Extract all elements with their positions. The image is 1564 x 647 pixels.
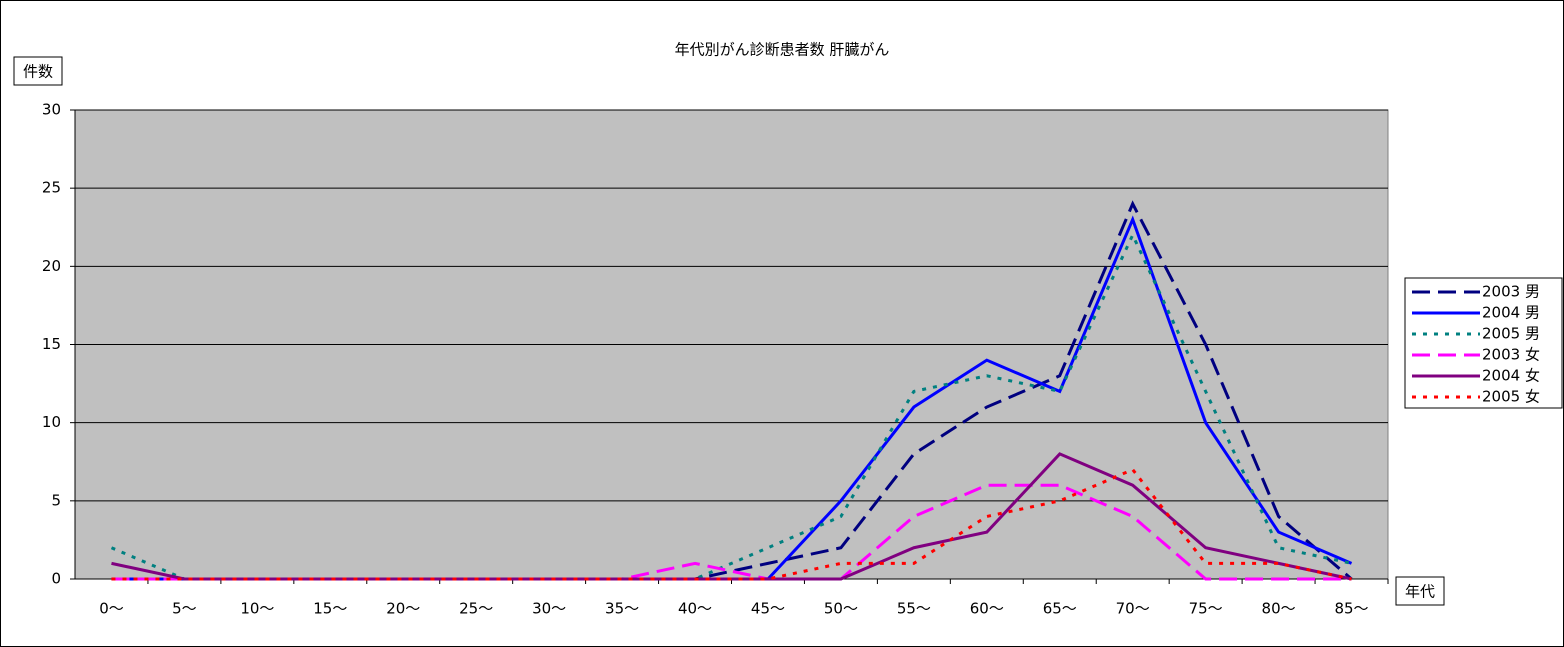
series-line [110,231,1352,581]
x-tick-label: 75～ [1189,600,1223,618]
legend-label: 2004 女 [1482,367,1540,385]
x-tick-label: 25～ [459,600,493,618]
x-tick-label: 80～ [1262,600,1296,618]
legend-label: 2003 男 [1482,283,1540,301]
x-tick-label: 45～ [751,600,785,618]
series-line [111,483,1352,581]
y-tick-label: 0 [51,570,61,588]
x-tick-label: 30～ [532,600,566,618]
legend-label: 2004 男 [1482,304,1540,322]
x-label-box [1395,576,1445,606]
x-tick-label: 0～ [99,600,124,618]
y-tick-label: 20 [42,257,61,275]
x-tick-label: 5～ [172,600,197,618]
x-tick-label: 60～ [970,600,1004,618]
x-tick-label: 55～ [897,600,931,618]
y-tick-label: 5 [51,491,61,509]
x-axis-label: 年代 [1405,583,1435,601]
x-tick-label: 15～ [313,600,347,618]
x-tick-label: 85～ [1334,600,1368,618]
x-tick-label: 50～ [824,600,858,618]
x-tick-label: 65～ [1043,600,1077,618]
y-tick-label: 10 [42,413,61,431]
x-tick-label: 20～ [386,600,420,618]
y-tick-label: 30 [42,101,61,119]
x-tick-label: 10～ [240,600,274,618]
chart-title: 年代別がん診断患者数 肝臓がん [675,41,890,59]
y-tick-label: 15 [42,335,61,353]
y-tick-label: 25 [42,179,61,197]
x-tick-label: 70～ [1116,600,1150,618]
series-line [111,452,1352,581]
legend-label: 2005 女 [1482,388,1540,406]
legend-label: 2005 男 [1482,325,1540,343]
y-axis-label: 件数 [23,63,53,81]
y-label-box [13,56,63,86]
legend-label: 2003 女 [1482,346,1540,364]
series-line [111,200,1353,581]
x-tick-label: 40～ [678,600,712,618]
legend-box [1404,277,1563,409]
x-tick-label: 35～ [605,600,639,618]
